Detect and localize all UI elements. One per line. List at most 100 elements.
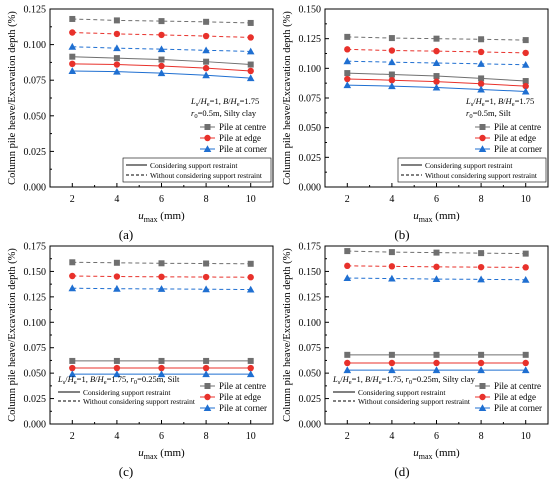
data-point bbox=[68, 67, 77, 74]
legend-marker bbox=[479, 383, 486, 389]
data-point bbox=[247, 357, 254, 364]
y-tick-label: 0.050 bbox=[299, 369, 322, 380]
x-tick-label: 4 bbox=[114, 194, 119, 205]
data-point bbox=[343, 57, 352, 65]
data-point bbox=[388, 263, 396, 270]
chart-panel-c: 0.000 0.025 0.050 0.075 0.100 0.125 0.150 0.175… bbox=[7, 242, 274, 479]
series-line bbox=[72, 275, 251, 278]
series-circle-solid bbox=[344, 359, 529, 367]
data-point bbox=[433, 351, 440, 358]
data-point bbox=[344, 351, 351, 358]
annotation-var: r bbox=[131, 374, 135, 384]
y-axis-title: Column pile heave/Excavation depth (%) bbox=[282, 11, 293, 185]
data-point bbox=[246, 74, 255, 82]
data-point bbox=[477, 263, 485, 271]
data-point bbox=[113, 284, 121, 292]
series-circle-dashed bbox=[344, 262, 529, 271]
annotation-slash: / bbox=[503, 96, 506, 106]
data-point bbox=[246, 370, 255, 378]
series-square-solid bbox=[344, 351, 529, 358]
annotation-var: L bbox=[57, 374, 63, 384]
annotation-slash: / bbox=[198, 96, 201, 106]
annotation-value: =1.75, bbox=[382, 374, 406, 384]
data-point bbox=[344, 359, 351, 367]
data-point bbox=[521, 366, 530, 374]
x-axis-title-subscript: max bbox=[144, 215, 158, 224]
series-line bbox=[72, 261, 251, 265]
y-axis-title: Column pile heave/Excavation depth (%) bbox=[7, 11, 18, 185]
data-point bbox=[477, 366, 485, 374]
data-point bbox=[433, 78, 440, 85]
x-axis-title: umax (mm) bbox=[138, 210, 185, 224]
legend-marker bbox=[204, 393, 211, 401]
y-tick-label: 0.025 bbox=[24, 394, 47, 405]
annotation-sub: s bbox=[471, 101, 474, 108]
data-point bbox=[388, 47, 396, 54]
data-point bbox=[69, 364, 76, 372]
series-square-solid bbox=[69, 357, 254, 364]
annotation-value: =0.5m, Silt bbox=[473, 108, 512, 118]
data-point bbox=[69, 259, 76, 266]
annotation-value: =1, bbox=[485, 96, 498, 106]
x-axis-title-unit: (mm) bbox=[433, 210, 461, 222]
x-axis-title-symbol: u bbox=[138, 210, 144, 222]
data-point bbox=[158, 273, 165, 281]
data-point bbox=[521, 275, 530, 283]
chart-panel-a: 0.000 0.025 0.050 0.075 0.100 0.125 2 4 6 8 10 Colu… bbox=[7, 5, 274, 242]
annotation-sub: e bbox=[207, 101, 210, 108]
y-tick-label: 0.000 bbox=[299, 420, 322, 431]
series-triangle-dashed bbox=[68, 42, 255, 55]
series-line bbox=[347, 250, 526, 255]
legend-label: Pile at corner bbox=[494, 403, 542, 413]
data-point bbox=[158, 56, 165, 63]
annotation-sub: e bbox=[482, 101, 485, 108]
annotation: Ls/He=1, B/He=1.75, r0=0.25m, Silty clay bbox=[332, 374, 476, 386]
data-point bbox=[203, 58, 210, 65]
legend-marker bbox=[204, 134, 211, 142]
legend-marker bbox=[203, 145, 212, 152]
annotation-sub: 0 bbox=[409, 379, 412, 386]
data-point bbox=[388, 71, 395, 78]
legend-label: Considering support restraint bbox=[425, 161, 513, 170]
y-tick-label: 0.000 bbox=[24, 420, 47, 431]
data-point bbox=[203, 260, 210, 267]
series-square-solid bbox=[344, 70, 529, 85]
data-point bbox=[433, 359, 440, 367]
series-square-dashed bbox=[69, 259, 254, 267]
data-point bbox=[203, 18, 210, 25]
x-tick-label: 10 bbox=[246, 194, 256, 205]
data-point bbox=[113, 273, 121, 280]
data-point bbox=[522, 264, 529, 271]
legend-label: Without considering support restraint bbox=[425, 171, 538, 180]
annotation-slash: / bbox=[473, 96, 476, 106]
data-point bbox=[388, 274, 396, 282]
data-point bbox=[433, 263, 440, 271]
data-point bbox=[247, 274, 254, 281]
data-point bbox=[477, 275, 485, 283]
y-tick-label: 0.025 bbox=[24, 147, 47, 158]
data-point bbox=[113, 44, 121, 52]
x-tick-label: 4 bbox=[389, 194, 394, 205]
data-point bbox=[388, 366, 396, 374]
x-axis-title: umax (mm) bbox=[138, 447, 185, 461]
series-circle-solid bbox=[344, 75, 529, 90]
series-circle-dashed bbox=[69, 272, 254, 281]
data-point bbox=[478, 250, 485, 257]
annotation-var: H bbox=[97, 374, 105, 384]
x-tick-label: 2 bbox=[70, 431, 75, 442]
series-line bbox=[347, 60, 526, 66]
annotation-sub: 0 bbox=[134, 379, 137, 386]
series-square-solid bbox=[69, 53, 254, 68]
data-point bbox=[202, 71, 210, 79]
data-point bbox=[522, 250, 529, 257]
data-point bbox=[113, 61, 121, 68]
chart-panel-b: 0.000 0.025 0.050 0.075 0.100 0.125 0.150 2 4 6 8 1… bbox=[282, 5, 549, 242]
legend-label: Considering support restraint bbox=[83, 388, 171, 397]
annotation-value: =0.5m, Silty clay bbox=[198, 108, 257, 118]
legend-label: Pile at centre bbox=[494, 381, 541, 391]
annotation-var: H bbox=[67, 374, 75, 384]
panel-label: (d) bbox=[394, 464, 409, 479]
